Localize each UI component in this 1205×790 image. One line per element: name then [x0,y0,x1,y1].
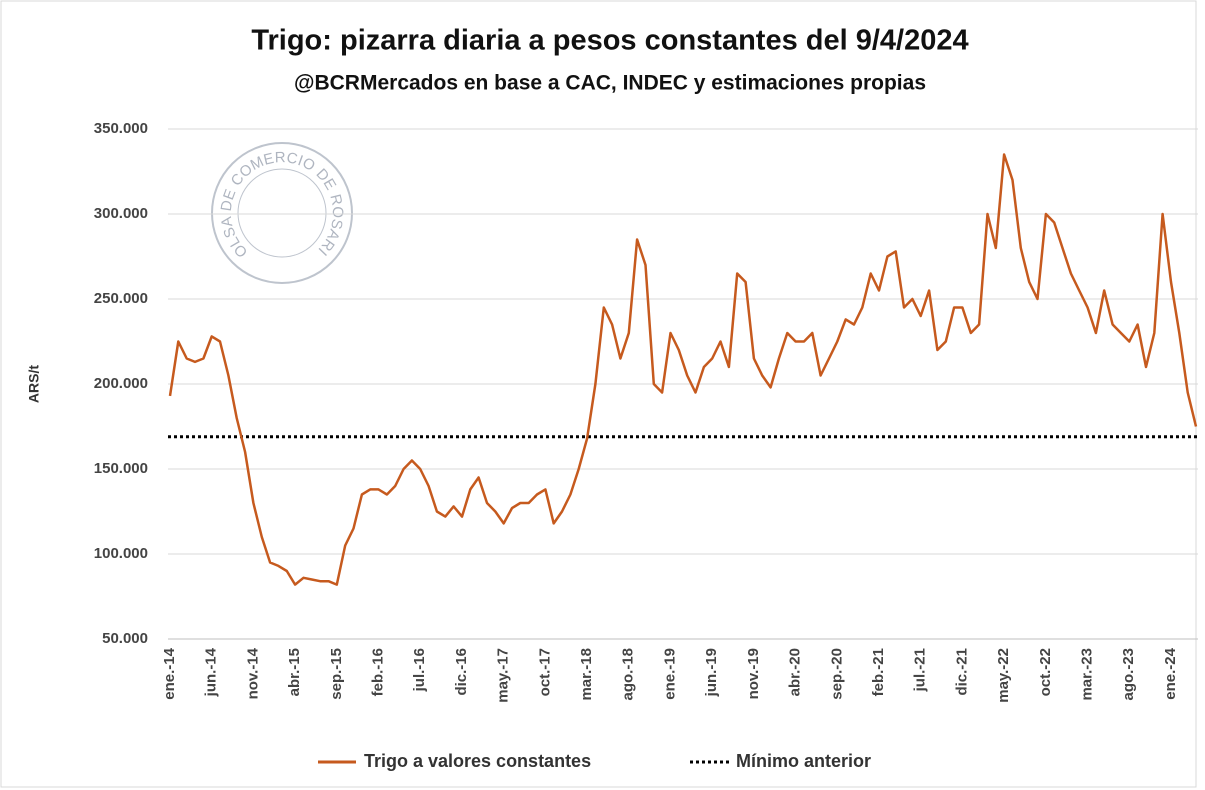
y-tick-label: 50.000 [102,630,148,647]
x-tick-label: dic.-21 [953,648,970,696]
chart-title: Trigo: pizarra diaria a pesos constantes… [251,25,968,57]
x-tick-label: oct.-17 [536,648,553,696]
x-tick-label: jun.-19 [703,648,720,697]
y-tick-label: 150.000 [94,460,148,477]
y-axis-label: ARS/t [26,365,42,403]
legend-label: Mínimo anterior [736,751,871,771]
x-tick-label: ago.-18 [620,648,637,701]
x-tick-label: mar.-23 [1079,648,1096,701]
x-tick-label: mar.-18 [578,648,595,701]
x-tick-label: nov.-14 [244,647,261,699]
y-tick-label: 350.000 [94,120,148,137]
x-tick-label: nov.-19 [745,648,762,699]
x-tick-label: sep.-20 [828,648,845,700]
x-tick-label: oct.-22 [1037,648,1054,696]
x-tick-label: ene.-24 [1162,647,1179,699]
x-tick-label: may.-17 [495,648,512,703]
watermark-ring [211,142,353,284]
x-tick-label: feb.-21 [870,648,887,696]
x-tick-label: jul.-16 [411,648,428,692]
x-tick-label: feb.-16 [370,648,387,696]
x-tick-label: dic.-16 [453,648,470,696]
watermark-inner-ring [237,168,327,258]
x-tick-label: ene.-14 [161,647,178,699]
y-tick-label: 300.000 [94,205,148,222]
x-tick-label: sep.-15 [328,648,345,700]
legend-label: Trigo a valores constantes [364,751,591,771]
series-line [168,153,1198,586]
x-tick-label: jun.-14 [203,647,220,697]
x-tick-label: ago.-23 [1120,648,1137,701]
chart-subtitle: @BCRMercados en base a CAC, INDEC y esti… [294,72,926,95]
y-tick-label: 250.000 [94,290,148,307]
y-tick-label: 100.000 [94,545,148,562]
x-tick-label: may.-22 [995,648,1012,703]
x-tick-label: jul.-21 [912,648,929,692]
x-tick-label: abr.-15 [286,648,303,696]
x-tick-label: abr.-20 [787,648,804,696]
x-tick-label: ene.-19 [661,648,678,700]
y-tick-label: 200.000 [94,375,148,392]
